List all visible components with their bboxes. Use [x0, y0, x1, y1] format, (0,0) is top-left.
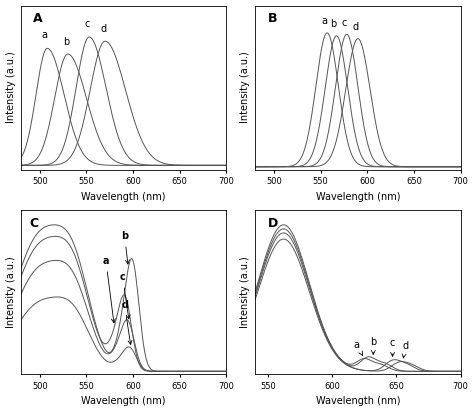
- Text: c: c: [120, 272, 130, 319]
- Text: b: b: [330, 19, 337, 29]
- Text: C: C: [29, 217, 38, 230]
- Text: b: b: [370, 337, 376, 354]
- Text: c: c: [341, 18, 346, 28]
- Text: B: B: [268, 12, 277, 25]
- Text: a: a: [354, 340, 363, 356]
- Text: d: d: [121, 300, 132, 344]
- X-axis label: Wavelength (nm): Wavelength (nm): [82, 192, 166, 202]
- Y-axis label: Intensity (a.u.): Intensity (a.u.): [240, 52, 250, 124]
- Text: d: d: [100, 24, 106, 34]
- Text: c: c: [390, 338, 395, 356]
- Text: D: D: [268, 217, 278, 230]
- X-axis label: Wavelength (nm): Wavelength (nm): [316, 192, 400, 202]
- Text: c: c: [85, 19, 90, 29]
- Y-axis label: Intensity (a.u.): Intensity (a.u.): [240, 256, 250, 328]
- X-axis label: Wavelength (nm): Wavelength (nm): [82, 396, 166, 407]
- Text: d: d: [402, 341, 409, 358]
- Text: a: a: [321, 16, 328, 26]
- Text: b: b: [121, 232, 129, 264]
- Y-axis label: Intensity (a.u.): Intensity (a.u.): [6, 256, 16, 328]
- X-axis label: Wavelength (nm): Wavelength (nm): [316, 396, 400, 407]
- Text: a: a: [103, 256, 115, 323]
- Text: a: a: [41, 30, 47, 40]
- Text: d: d: [352, 22, 358, 32]
- Text: b: b: [63, 37, 69, 47]
- Text: A: A: [34, 12, 43, 25]
- Y-axis label: Intensity (a.u.): Intensity (a.u.): [6, 52, 16, 124]
